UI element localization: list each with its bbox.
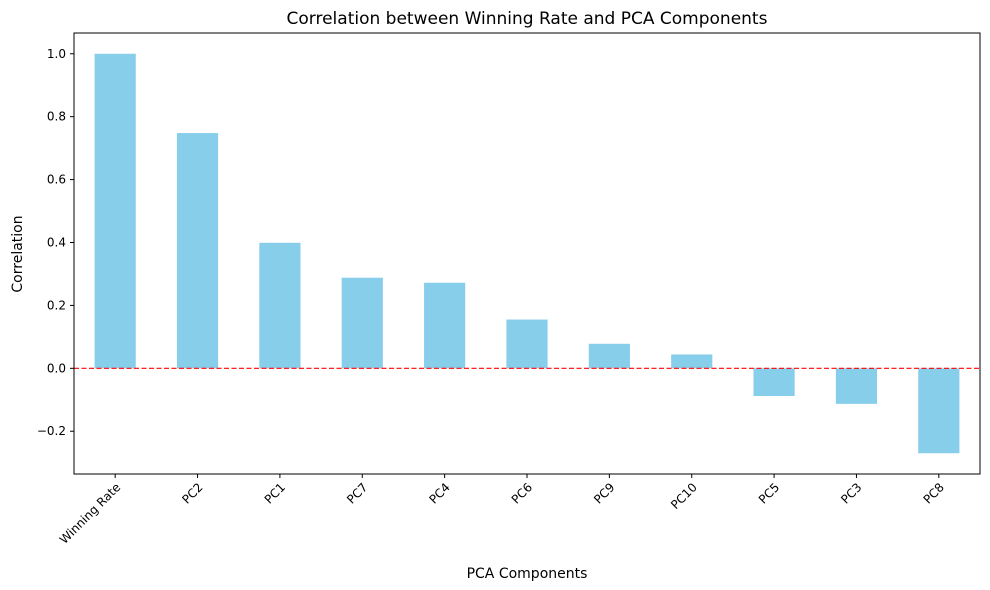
bar-winning-rate xyxy=(94,53,136,369)
x-tick-label: PC7 xyxy=(344,480,370,506)
x-tick-label: PC10 xyxy=(668,480,700,512)
x-tick-label: PC8 xyxy=(921,480,947,506)
x-axis: Winning Rate PC2 PC1 PC7 PC4 PC6 PC9 PC10 PC5 PC3… xyxy=(57,474,947,547)
chart-title: Correlation between Winning Rate and PCA… xyxy=(287,9,768,29)
x-tick-label: PC1 xyxy=(262,480,288,506)
bar-pc10 xyxy=(671,354,713,369)
y-tick-label: 1.0 xyxy=(47,47,66,61)
x-tick-label: PC5 xyxy=(756,480,782,506)
x-tick-label: PC2 xyxy=(179,480,205,506)
x-tick-label: PC9 xyxy=(591,480,617,506)
y-axis-label: Correlation xyxy=(10,215,26,292)
x-tick-label: PC4 xyxy=(426,480,452,506)
x-tick-label: Winning Rate xyxy=(57,480,124,547)
x-tick-label: PC6 xyxy=(509,480,535,506)
bar-pc9 xyxy=(588,343,630,369)
y-tick-label: 0.0 xyxy=(47,361,66,375)
y-tick-label: 0.6 xyxy=(47,173,66,187)
y-tick-label: 0.4 xyxy=(47,235,66,249)
bar-pc8 xyxy=(918,368,960,454)
y-tick-label: 0.8 xyxy=(47,110,66,124)
bar-pc5 xyxy=(753,368,795,396)
bar-pc7 xyxy=(341,277,383,369)
x-axis-label: PCA Components xyxy=(467,566,588,582)
x-tick-label: PC3 xyxy=(838,480,864,506)
bar-pc6 xyxy=(506,319,548,369)
y-axis: −0.2 0.0 0.2 0.4 0.6 0.8 1.0 xyxy=(37,47,74,438)
bar-pc2 xyxy=(176,133,219,369)
y-tick-label: 0.2 xyxy=(47,298,66,312)
y-tick-label: −0.2 xyxy=(37,424,66,438)
bar-pc1 xyxy=(259,242,301,369)
bar-pc3 xyxy=(835,368,878,404)
bar-pc4 xyxy=(424,282,466,369)
plot-area xyxy=(74,53,980,454)
